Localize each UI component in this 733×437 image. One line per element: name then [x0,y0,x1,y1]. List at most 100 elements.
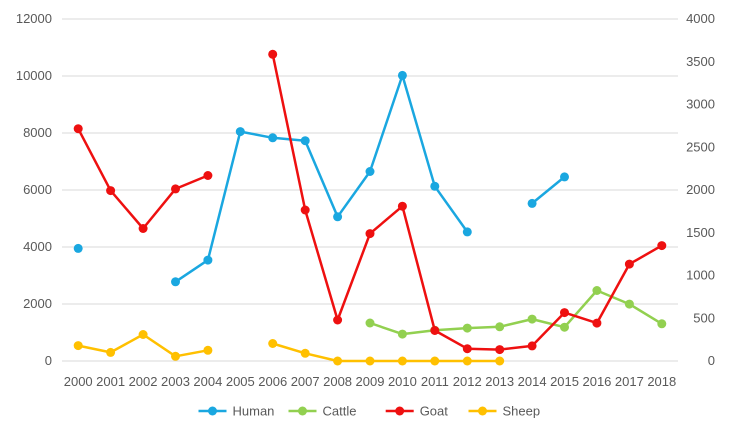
data-point-goat [73,124,83,134]
legend-item-human: Human [198,404,275,419]
y-right-tick-label: 0 [708,353,715,368]
legend-item-sheep: Sheep [468,404,541,419]
y-right-tick-label: 1500 [686,225,715,240]
data-point-goat [203,171,213,180]
x-tick-label: 2003 [161,374,190,389]
x-tick-label: 2001 [96,374,125,389]
data-point-cattle [397,329,407,339]
data-point-goat [657,241,667,251]
series-line-goat [76,127,210,230]
data-point-human [73,243,83,253]
data-point-goat [560,308,569,318]
series-line-human [530,175,566,205]
data-point-cattle [657,319,667,329]
data-point-sheep [430,356,440,366]
data-point-human [300,136,310,146]
y-right-tick-label: 2500 [686,139,715,154]
y-right-tick-label: 3000 [686,97,715,112]
data-point-goat [495,345,505,355]
data-point-sheep [397,356,407,366]
data-point-human [430,181,440,191]
series-line-cattle [368,289,664,336]
data-point-sheep [138,330,148,339]
data-point-goat [171,184,180,194]
legend-swatch-marker [395,406,405,416]
data-point-goat [138,224,148,233]
series-goat [73,49,667,355]
data-point-sheep [365,356,375,366]
data-point-goat [365,229,375,239]
data-point-cattle [462,323,472,333]
x-tick-label: 2016 [582,374,611,389]
legend-swatch-marker [478,406,487,416]
x-tick-label: 2006 [258,374,287,389]
axes: 0 2000 4000 6000 8000 10000 12000 0 500 1000 1500 2… [16,11,715,389]
x-tick-label: 2010 [388,374,417,389]
y-left-tick-label: 2000 [23,296,52,311]
y-left-tick-label: 4000 [23,239,52,254]
series-sheep [73,330,505,366]
legend-swatch-marker [208,406,217,416]
data-point-human [527,198,537,208]
data-point-human [365,167,375,176]
data-point-goat [268,49,278,59]
legend-swatch-marker [298,406,307,416]
series-layer [73,49,667,366]
y-right-tick-label: 4000 [686,11,715,26]
series-human [73,70,569,287]
data-point-human [235,127,245,137]
series-cattle [365,286,667,339]
data-point-sheep [495,356,505,366]
data-point-goat [430,326,440,335]
data-point-cattle [560,322,569,332]
legend-item-cattle: Cattle [288,404,356,419]
data-point-cattle [624,299,634,309]
legend-label: Human [233,404,275,419]
data-point-sheep [268,339,278,348]
data-point-goat [624,259,634,269]
data-point-goat [300,205,310,215]
data-point-human [171,277,180,287]
data-point-cattle [495,322,505,332]
x-tick-label: 2007 [291,374,320,389]
data-point-goat [333,315,343,325]
x-tick-label: 2015 [550,374,579,389]
y-left-tick-label: 10000 [16,68,52,83]
legend-label: Sheep [503,404,541,419]
y-left-tick-label: 12000 [16,11,52,26]
y-right-tick-label: 2000 [686,182,715,197]
y-right-tick-label: 3500 [686,54,715,69]
data-point-sheep [333,356,343,366]
data-point-sheep [106,347,116,357]
x-tick-label: 2008 [323,374,352,389]
x-tick-label: 2009 [356,374,385,389]
data-point-goat [462,344,472,354]
x-tick-label: 2004 [193,374,222,389]
data-point-human [397,70,407,80]
y-right-tick-label: 500 [693,310,715,325]
x-tick-label: 2011 [421,374,449,389]
x-tick-label: 2013 [485,374,514,389]
data-point-goat [592,318,602,328]
data-point-sheep [73,341,83,351]
data-point-goat [397,201,407,211]
data-point-cattle [527,314,537,324]
y-left-tick-label: 6000 [23,182,52,197]
data-point-goat [106,186,116,196]
data-point-sheep [203,345,213,355]
x-tick-label: 2000 [64,374,93,389]
data-point-human [560,172,569,182]
series-line-sheep [271,342,501,363]
data-point-human [333,212,343,222]
x-tick-label: 2002 [129,374,158,389]
x-tick-label: 2018 [647,374,676,389]
data-point-human [203,255,213,265]
x-tick-label: 2014 [518,374,547,389]
x-tick-label: 2012 [453,374,482,389]
data-point-human [268,133,278,143]
legend-label: Goat [420,404,449,419]
x-tick-label: 2005 [226,374,255,389]
data-point-sheep [462,356,472,366]
x-tick-label: 2017 [615,374,644,389]
